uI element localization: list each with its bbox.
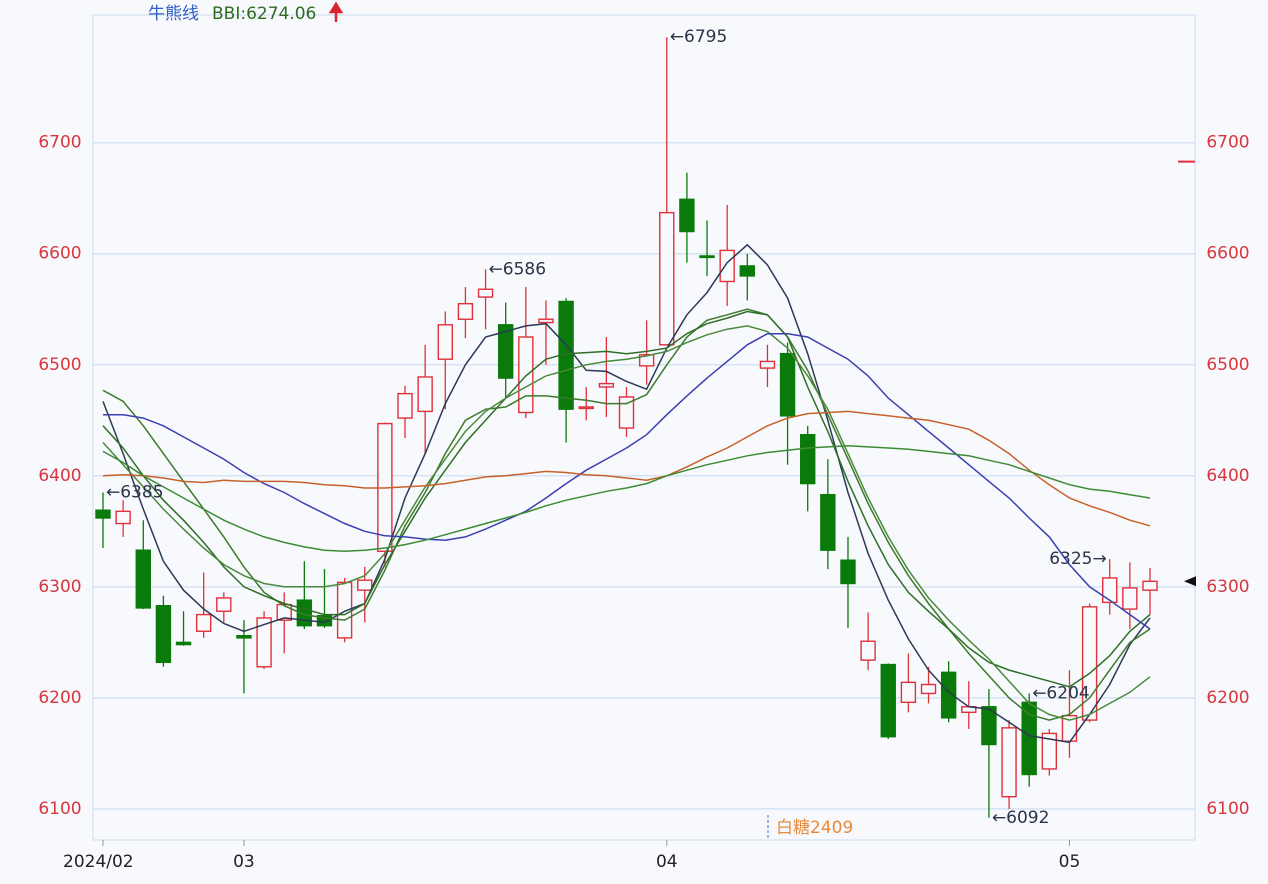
last-price-pointer: [1184, 576, 1196, 587]
candle-body: [779, 352, 796, 417]
y-tick-label: 6200: [38, 688, 81, 708]
y2-tick-label: 6700: [1206, 133, 1249, 153]
candle-body: [981, 706, 997, 746]
candle-body: [417, 376, 433, 413]
candle-body: [1001, 727, 1017, 798]
candle-body: [357, 579, 373, 591]
candle-body: [860, 640, 876, 661]
extreme-annotation: ←6795: [670, 27, 728, 47]
candle-body: [236, 634, 252, 639]
candle-body: [175, 641, 192, 646]
x-tick-label: 04: [656, 852, 678, 872]
y2-tick-label: 6400: [1206, 466, 1249, 486]
contract-label: 白糖2409: [776, 818, 853, 838]
candle-body: [1041, 732, 1058, 770]
candle-body: [437, 324, 453, 360]
x-tick-label: 05: [1059, 852, 1081, 872]
moving-average-line: [102, 410, 1151, 527]
candle-body: [840, 559, 856, 585]
candle-body: [699, 255, 715, 259]
x-tick-label: 2024/02: [63, 852, 134, 872]
extreme-annotation: ←6586: [489, 259, 547, 279]
candle-body: [679, 198, 695, 233]
candle-body: [518, 336, 534, 414]
extreme-annotation: ←6385: [106, 482, 164, 502]
y2-tick-label: 6200: [1206, 688, 1249, 708]
y-tick-label: 6100: [38, 799, 81, 819]
y-tick-label: 6500: [38, 355, 81, 375]
candle-body: [457, 302, 474, 320]
y2-tick-label: 6300: [1206, 577, 1249, 597]
y-tick-label: 6700: [38, 133, 81, 153]
candle-body: [578, 406, 594, 410]
moving-average-line: [102, 325, 1151, 721]
x-tick-label: 03: [233, 852, 255, 872]
candle-body: [820, 493, 836, 551]
candle-body: [759, 360, 776, 369]
candle-body: [638, 354, 655, 367]
indicator-reading: BBI:6274.06: [212, 4, 316, 24]
extreme-annotation: ←6204: [1032, 683, 1090, 703]
candle-body: [880, 663, 896, 738]
candle-body: [115, 510, 131, 525]
y-tick-label: 6300: [38, 577, 81, 597]
y2-tick-label: 6100: [1206, 799, 1249, 819]
candle-body: [598, 382, 615, 388]
candle-body: [155, 605, 172, 664]
candle-body: [135, 549, 151, 609]
candle-body: [397, 392, 413, 419]
candle-body: [739, 265, 756, 277]
moving-average-line: [102, 243, 1151, 744]
candle-body: [900, 681, 917, 704]
y-tick-label: 6400: [38, 466, 81, 486]
candle-body: [216, 597, 232, 612]
y2-tick-label: 6500: [1206, 355, 1249, 375]
candle-body: [195, 613, 212, 632]
candle-body: [940, 671, 957, 719]
moving-average-line: [103, 332, 1151, 630]
moving-average-line: [102, 445, 1151, 553]
candle-body: [800, 434, 816, 485]
candle-body: [1102, 577, 1118, 604]
extreme-annotation: 6325→: [1049, 549, 1107, 569]
y2-tick-label: 6600: [1206, 244, 1249, 264]
candle-body: [1021, 701, 1037, 776]
candle-body: [538, 318, 554, 324]
candle-body: [920, 683, 937, 695]
candle-body: [497, 324, 514, 379]
candle-body: [256, 617, 272, 668]
indicator-name: 牛熊线: [148, 4, 199, 24]
candle-body: [316, 615, 333, 627]
extreme-annotation: ←6092: [992, 808, 1050, 828]
candle-body: [276, 603, 292, 621]
y-tick-label: 6600: [38, 244, 81, 264]
plot-frame: [92, 14, 1196, 841]
candle-body: [1142, 580, 1158, 591]
moving-average-line: [102, 310, 1151, 688]
candle-body: [659, 211, 675, 346]
candle-body: [95, 509, 111, 519]
candle-body: [1122, 587, 1138, 610]
candle-body: [618, 396, 635, 429]
candle-body: [477, 288, 494, 298]
candle-body: [719, 249, 735, 283]
candle-body: [1081, 606, 1098, 721]
up-arrow-icon: [328, 1, 344, 22]
